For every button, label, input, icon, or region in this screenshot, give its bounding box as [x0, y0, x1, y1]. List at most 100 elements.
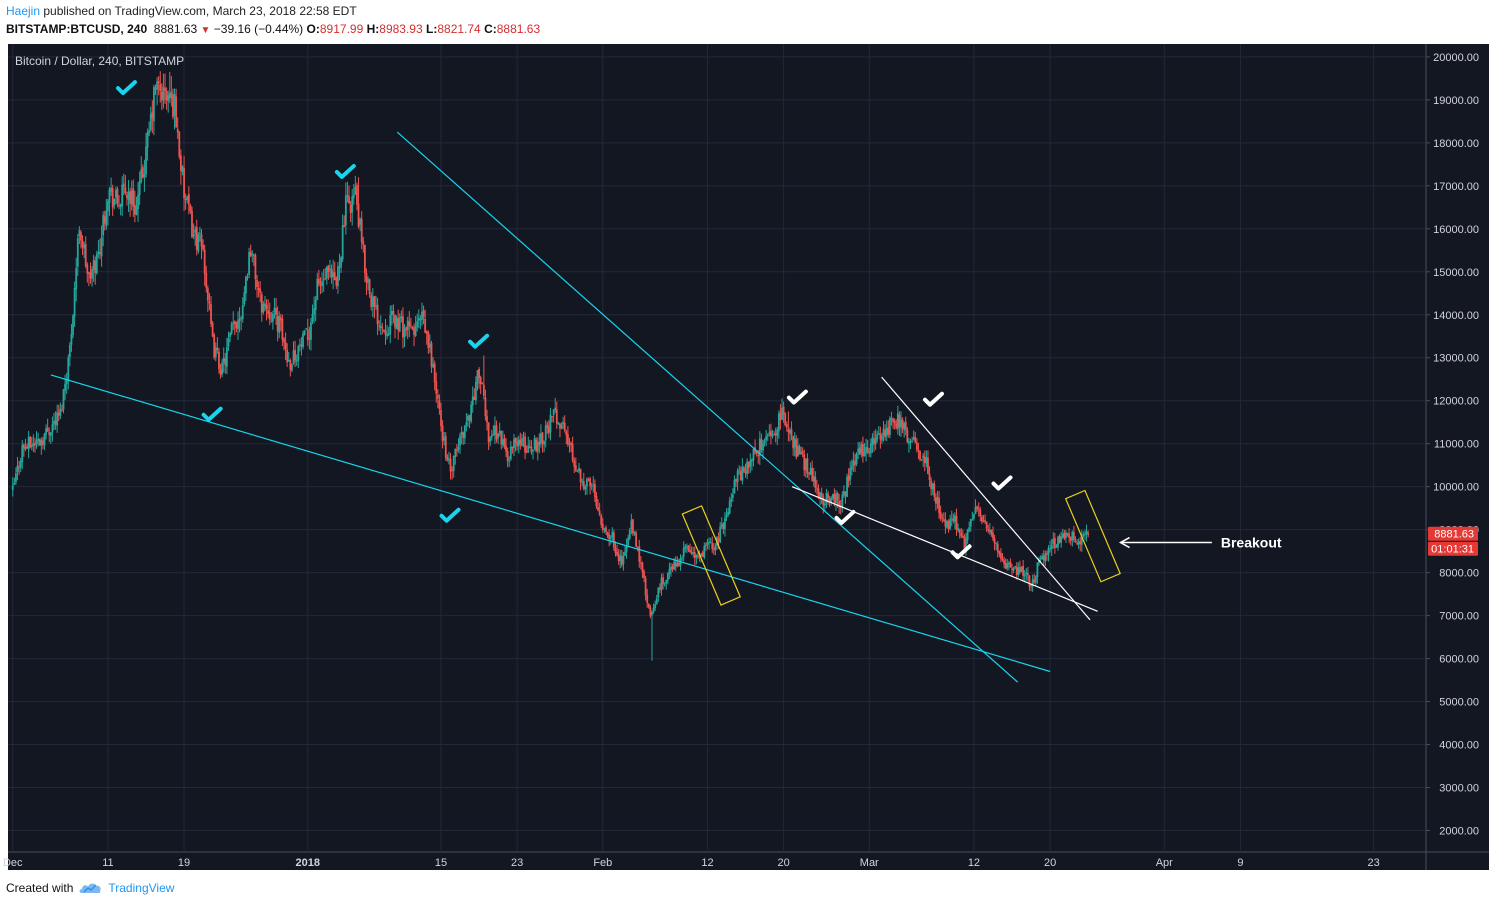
candle-body — [332, 272, 335, 278]
y-axis-area[interactable] — [1426, 44, 1489, 870]
candle-body — [1046, 553, 1048, 555]
candle-body — [284, 342, 287, 350]
candle-body — [394, 315, 396, 328]
candle-body — [141, 167, 144, 178]
candle-body — [562, 421, 565, 425]
candle-body — [108, 189, 111, 203]
plot-area[interactable] — [8, 44, 1426, 852]
candle-body — [613, 532, 615, 548]
candle-body — [733, 479, 736, 494]
candle-body — [644, 578, 647, 596]
candle-body — [479, 377, 482, 385]
candle-body — [517, 439, 520, 447]
candle-body — [578, 467, 580, 472]
candle-body — [933, 483, 936, 497]
candle-body — [16, 465, 19, 473]
candle-body — [1015, 566, 1018, 575]
candle-body — [638, 546, 641, 562]
candle-body — [979, 509, 982, 517]
checkmark-icon — [950, 544, 972, 560]
candle-body — [535, 439, 538, 452]
candle-body — [586, 478, 588, 487]
candle-body — [739, 471, 742, 481]
candle-body — [149, 113, 152, 131]
candle-body — [555, 409, 558, 424]
candle-body — [892, 419, 894, 422]
candle-body — [383, 330, 385, 332]
candle-body — [489, 437, 492, 442]
candle-body — [492, 434, 495, 436]
symbol-label[interactable]: BITSTAMP:BTCUSD, 240 — [6, 22, 148, 36]
price-chart[interactable]: 20000.00 19000.00 18000.00 17000.00 16000.00… — [0, 0, 1490, 880]
candle-body — [498, 430, 501, 434]
candle-body — [176, 128, 179, 133]
candle-body — [689, 549, 691, 553]
candle-body — [357, 203, 360, 227]
candle-body — [254, 255, 257, 279]
candle-body — [395, 317, 398, 329]
candle-body — [646, 595, 649, 604]
candle-body — [963, 536, 966, 549]
candle-body — [1022, 565, 1025, 576]
candle-body — [273, 307, 276, 312]
candle-body — [842, 491, 845, 496]
candle-body — [860, 444, 863, 454]
candle-body — [960, 533, 963, 537]
candle-body — [475, 381, 477, 401]
candle-body — [582, 481, 585, 489]
candle-body — [652, 607, 655, 612]
candle-body — [371, 297, 374, 307]
x-tick-label: Apr — [1156, 857, 1173, 869]
candle-body — [122, 183, 125, 187]
candle-body — [151, 111, 154, 119]
candle-body — [397, 318, 400, 331]
candle-body — [871, 437, 874, 446]
candle-body — [1049, 547, 1051, 549]
candle-body — [687, 545, 690, 551]
candle-body — [1028, 575, 1031, 587]
candle-body — [470, 404, 473, 422]
candle-body — [509, 446, 512, 460]
candle-body — [1082, 534, 1085, 536]
candle-body — [295, 360, 298, 362]
candle-body — [148, 130, 151, 134]
candle-body — [522, 437, 525, 439]
candle-body — [233, 321, 236, 324]
candle-body — [49, 432, 52, 436]
candle-body — [294, 349, 296, 361]
candle-body — [352, 194, 355, 199]
candle-body — [1071, 531, 1074, 540]
candle-body — [628, 530, 631, 539]
candle-body — [203, 249, 206, 274]
close-value: 8881.63 — [496, 22, 541, 36]
candle-body — [329, 268, 331, 270]
candle-body — [590, 485, 593, 487]
candle-body — [103, 216, 106, 224]
candle-body — [311, 313, 314, 322]
candle-body — [230, 323, 233, 334]
candle-body — [609, 537, 612, 539]
candle-body — [97, 251, 100, 255]
candle-body — [709, 542, 712, 544]
candle-body — [473, 396, 476, 401]
candle-body — [938, 497, 940, 513]
close-label: C: — [484, 22, 497, 36]
candle-body — [202, 245, 204, 250]
candle-body — [460, 431, 463, 435]
tradingview-link[interactable]: TradingView — [79, 881, 174, 895]
x-axis-area[interactable] — [8, 852, 1426, 870]
candle-body — [34, 443, 36, 446]
candle-body — [348, 196, 350, 204]
candle-body — [300, 343, 303, 347]
candle-body — [968, 527, 971, 531]
candle-body — [248, 252, 250, 275]
candle-body — [15, 473, 17, 483]
candle-body — [684, 546, 687, 549]
candle-body — [286, 349, 289, 363]
checkmark-icon — [439, 507, 461, 523]
author-link[interactable]: Haejin — [6, 4, 41, 18]
candle-body — [279, 317, 282, 321]
candle-body — [752, 448, 755, 461]
y-tick-label: 17000.00 — [1433, 181, 1479, 193]
candle-body — [175, 96, 178, 128]
